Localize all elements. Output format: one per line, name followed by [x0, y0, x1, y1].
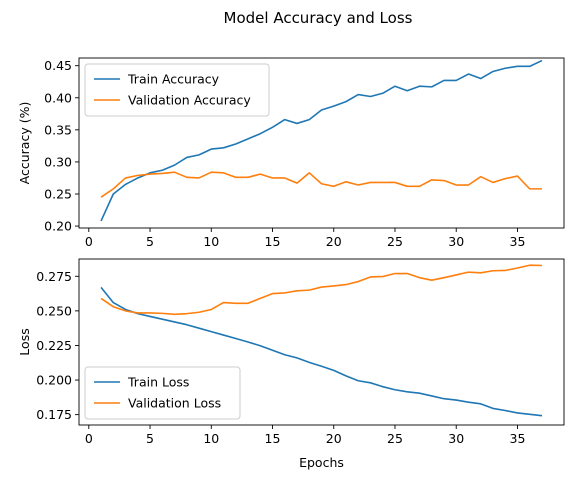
train-accuracy-line	[100, 59, 543, 222]
accuracy-x-tick-label: 20	[326, 234, 342, 249]
train-loss-line	[100, 286, 543, 417]
loss-x-tick-label: 20	[326, 431, 342, 446]
loss-subplot: 0 5 10 15 20 25 30 35 0.175 0.200 0.225 0.250 0.275 L…	[17, 258, 565, 470]
loss-x-tick-label: 35	[510, 431, 526, 446]
loss-x-tick-label: 5	[146, 431, 154, 446]
accuracy-y-axis-label: Accuracy (%)	[17, 102, 32, 185]
loss-x-tick-label: 30	[448, 431, 464, 446]
accuracy-legend-label: Validation Accuracy	[128, 93, 251, 108]
loss-legend-label: Validation Loss	[128, 396, 221, 411]
accuracy-y-tick-label: 0.35	[44, 122, 72, 137]
loss-y-tick-label: 0.200	[36, 373, 72, 388]
loss-y-tick-label: 0.225	[36, 338, 72, 353]
loss-y-tick-label: 0.175	[36, 407, 72, 422]
accuracy-y-tick-label: 0.30	[44, 154, 72, 169]
accuracy-y-tick-label: 0.40	[44, 90, 72, 105]
accuracy-x-tick-label: 5	[146, 234, 154, 249]
loss-x-tick-label: 25	[387, 431, 403, 446]
figure-title: Model Accuracy and Loss	[224, 9, 413, 27]
validation-accuracy-line	[100, 171, 542, 198]
loss-legend: Train Loss Validation Loss	[84, 366, 241, 420]
accuracy-x-tick-label: 25	[387, 234, 403, 249]
loss-x-tick-label: 0	[85, 431, 93, 446]
accuracy-x-tick-label: 0	[85, 234, 93, 249]
accuracy-y-tick-label: 0.25	[44, 187, 72, 202]
accuracy-subplot: 0 5 10 15 20 25 30 35 0.20 0.25 0.30 0.35 0.40 0.45 Ac…	[17, 57, 565, 249]
loss-x-axis-label: Epochs	[299, 455, 344, 470]
loss-axes-frame	[78, 258, 565, 426]
loss-legend-box	[84, 366, 241, 420]
loss-x-tick-label: 10	[203, 431, 219, 446]
loss-legend-label: Train Loss	[127, 375, 189, 390]
loss-x-tick-label: 15	[265, 431, 281, 446]
accuracy-x-tick-label: 10	[203, 234, 219, 249]
accuracy-axes-frame	[78, 57, 565, 229]
accuracy-x-tick-label: 15	[265, 234, 281, 249]
accuracy-legend: Train Accuracy Validation Accuracy	[84, 63, 270, 117]
accuracy-x-tick-label: 30	[448, 234, 464, 249]
accuracy-y-tick-label: 0.20	[44, 219, 72, 234]
accuracy-y-tick-label: 0.45	[44, 58, 72, 73]
loss-y-tick-label: 0.275	[36, 269, 72, 284]
loss-y-axis-label: Loss	[17, 328, 32, 355]
validation-loss-line	[100, 264, 542, 316]
accuracy-legend-box	[84, 63, 270, 117]
accuracy-legend-label: Train Accuracy	[127, 72, 220, 87]
loss-y-tick-label: 0.250	[36, 303, 72, 318]
accuracy-x-tick-label: 35	[510, 234, 526, 249]
